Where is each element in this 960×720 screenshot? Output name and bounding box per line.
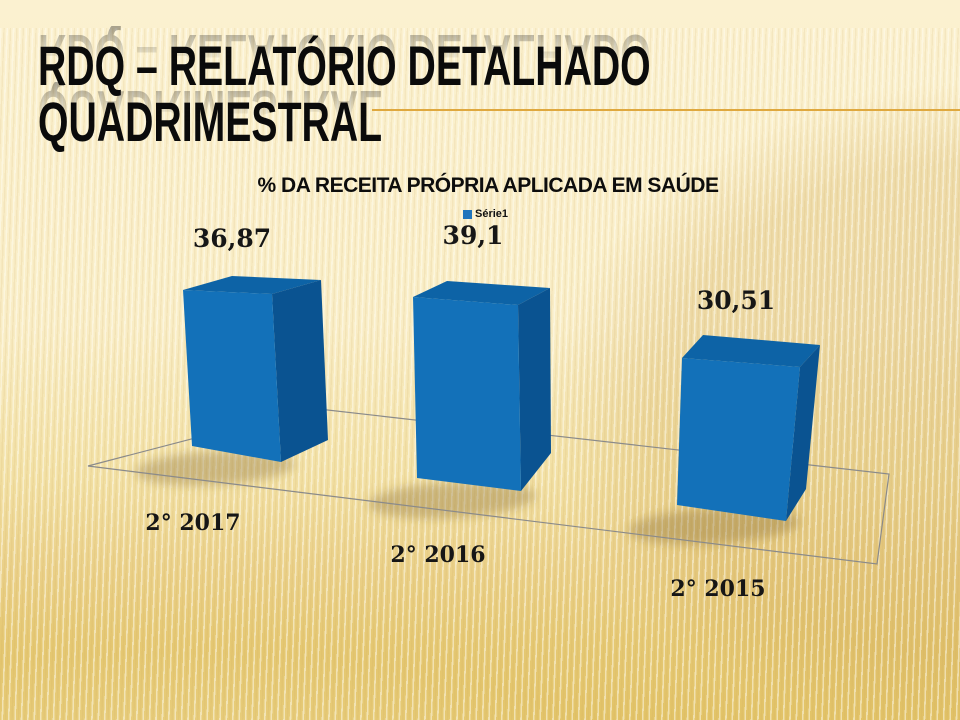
data-label-2016: 39,1 [442,221,504,250]
legend-series-label: Série1 [475,208,509,220]
legend-marker-icon [463,209,472,219]
slide-title-text: RDQ – RELATÓRIO DETALHADO [38,34,651,97]
slide-title-line-2: QUADRIMESTRAL QUADRIMESTRAL [38,79,530,153]
bar-2016 [413,281,551,491]
bar-2015-front-face [677,358,800,521]
bar-2017-top-face [183,276,321,294]
bar-2016-top-face [413,281,550,305]
chart-title: % DA RECEITA PRÓPRIA APLICADA EM SAÚDE [257,174,719,197]
bar-2015-top-face [682,335,820,367]
slide-title-line-1: RDQ – RELATÓRIO DETALHADO RDQ – RELATÓRI… [38,23,913,97]
bar-2016-side-face [518,288,551,491]
bar-2016-shadow [368,481,536,519]
slide-title-text: QUADRIMESTRAL [38,90,383,153]
bar-2015-side-face [786,345,820,521]
bar-2016-front-face [413,297,521,491]
bar-2017 [183,276,328,462]
bar-2017-front-face [183,290,281,462]
category-label-2015: 2° 2015 [670,576,766,602]
bar-2015 [677,335,820,521]
bar-2015-shadow [628,507,800,545]
category-label-2016: 2° 2016 [390,542,486,568]
data-label-2017: 36,87 [192,224,272,253]
data-label-2015: 30,51 [696,286,776,315]
category-label-2017: 2° 2017 [145,510,241,536]
chart-legend: Série1 [463,208,508,220]
title-accent-rule [372,109,960,111]
bar-2017-side-face [272,280,328,462]
